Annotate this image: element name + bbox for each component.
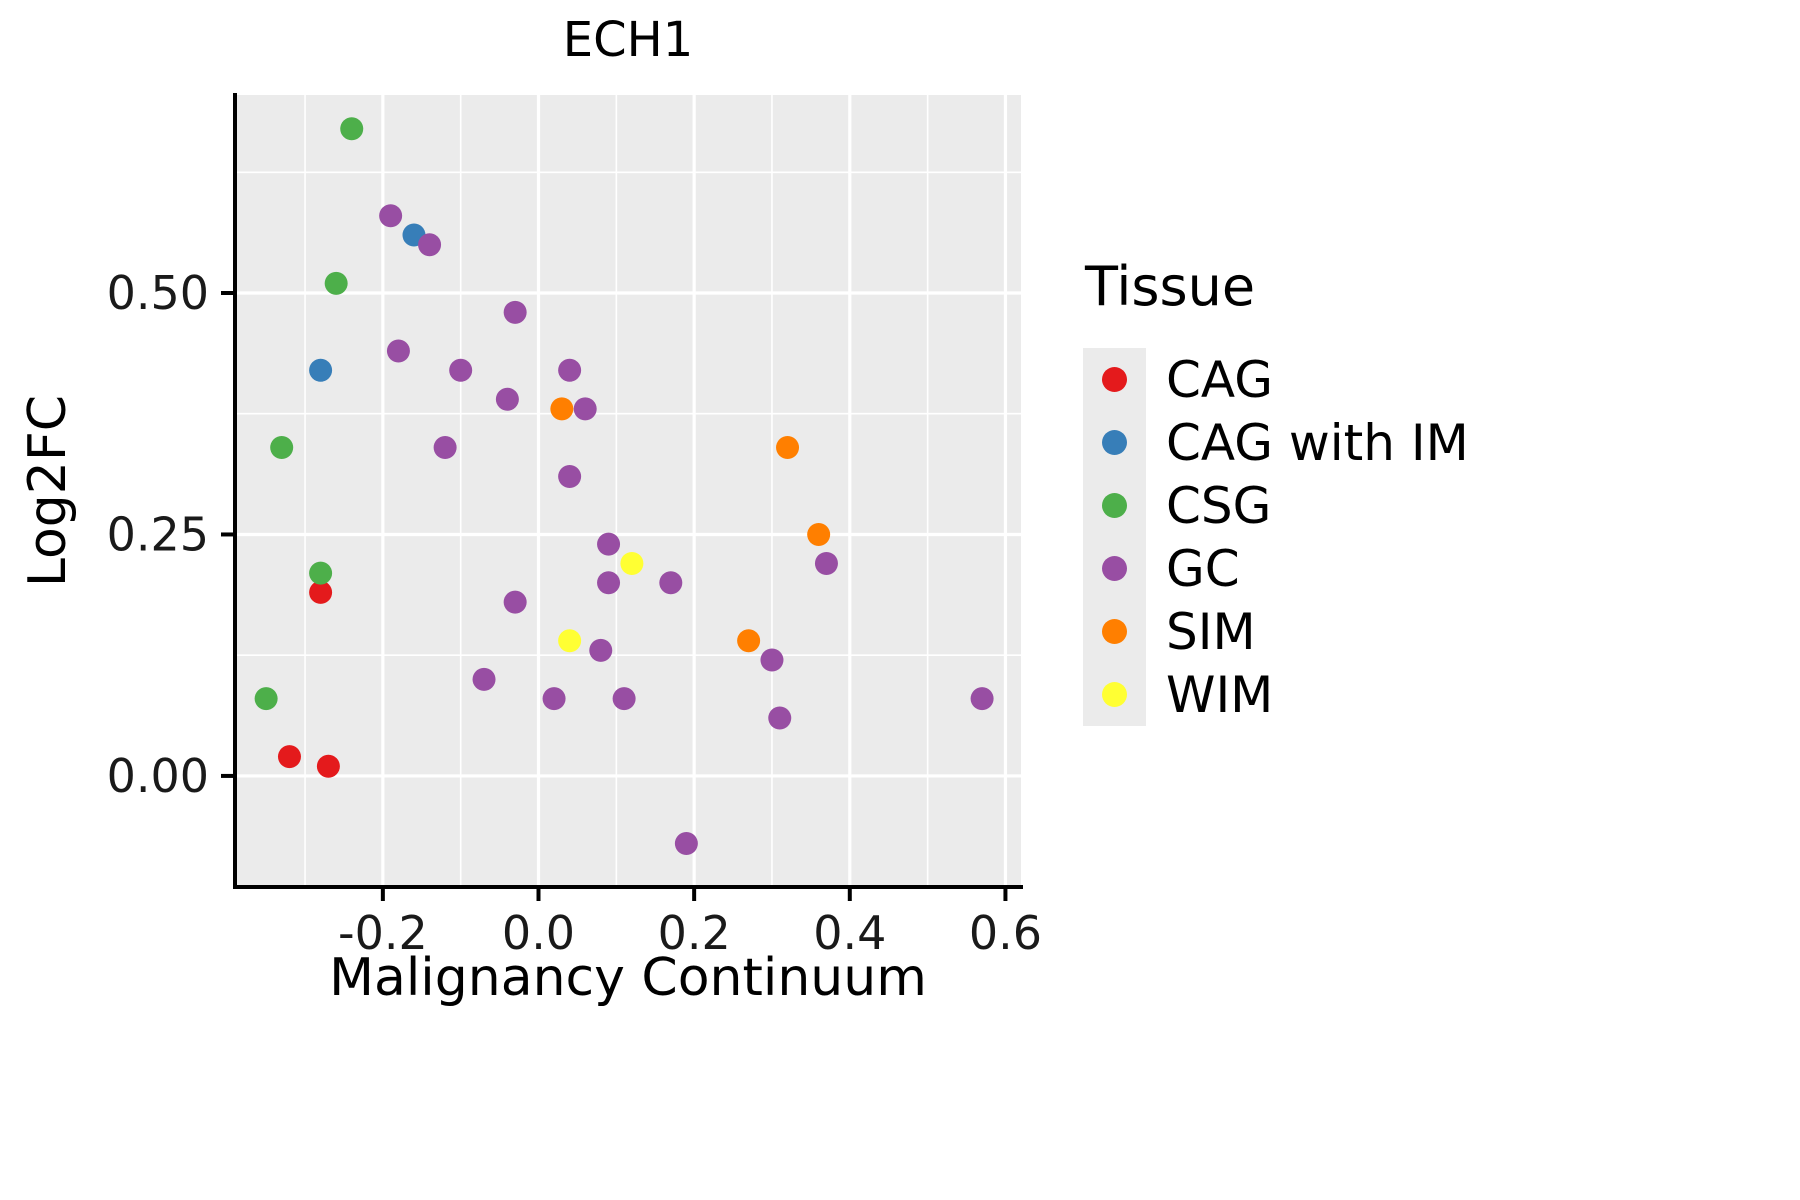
legend-item-sim: SIM: [1083, 600, 1469, 663]
x-axis-label: Malignancy Continuum: [329, 948, 927, 1008]
data-point-cag-with-im: [309, 358, 333, 382]
y-tick-label: 0.00: [107, 749, 209, 803]
x-tick-label: 0.0: [502, 906, 575, 960]
legend-dot-icon: [1102, 682, 1127, 707]
data-point-gc: [573, 397, 597, 421]
legend-items: CAG CAG with IM CSG GC SIM WIM: [1083, 348, 1469, 726]
y-tick-label: 0.50: [107, 266, 209, 320]
data-point-csg: [309, 561, 333, 585]
data-point-gc: [597, 532, 621, 556]
data-point-gc: [503, 300, 527, 324]
data-point-csg: [254, 687, 278, 711]
x-tick-label: 0.2: [658, 906, 731, 960]
data-point-gc: [589, 638, 613, 662]
legend-item-cag: CAG: [1083, 348, 1469, 411]
data-point-csg: [340, 117, 364, 141]
data-point-gc: [558, 465, 582, 489]
data-point-cag: [309, 580, 333, 604]
data-point-gc: [814, 551, 838, 575]
legend-item-cag-with-im: CAG with IM: [1083, 411, 1469, 474]
legend-key-cag: [1083, 348, 1146, 411]
legend-item-wim: WIM: [1083, 663, 1469, 726]
y-tick-label: 0.25: [107, 507, 209, 561]
plot-panel: [235, 95, 1021, 887]
data-point-gc: [674, 832, 698, 856]
data-point-gc: [542, 687, 566, 711]
legend-label-sim: SIM: [1166, 602, 1256, 661]
legend-dot-icon: [1102, 367, 1127, 392]
data-point-gc: [418, 233, 442, 257]
chart-title: ECH1: [562, 12, 694, 68]
data-point-gc: [659, 571, 683, 595]
legend-key-gc: [1083, 537, 1146, 600]
data-point-gc: [433, 436, 457, 460]
data-point-cag: [316, 754, 340, 778]
data-point-wim: [620, 551, 644, 575]
legend-dot-icon: [1102, 430, 1127, 455]
x-tick-label: 0.6: [969, 906, 1042, 960]
data-point-gc: [472, 667, 496, 691]
data-point-wim: [558, 629, 582, 653]
data-point-gc: [760, 648, 784, 672]
legend-key-csg: [1083, 474, 1146, 537]
data-point-sim: [807, 522, 831, 546]
legend-item-csg: CSG: [1083, 474, 1469, 537]
legend-dot-icon: [1102, 556, 1127, 581]
legend-label-wim: WIM: [1166, 665, 1274, 724]
data-point-sim: [776, 436, 800, 460]
legend: Tissue CAG CAG with IM CSG GC SIM WIM: [1083, 255, 1469, 726]
data-point-cag: [277, 745, 301, 769]
legend-dot-icon: [1102, 619, 1127, 644]
y-axis-label: Log2FC: [18, 394, 78, 588]
x-tick-label: -0.2: [338, 906, 428, 960]
data-point-gc: [612, 687, 636, 711]
data-point-gc: [495, 387, 519, 411]
data-point-gc: [386, 339, 410, 363]
data-point-gc: [379, 204, 403, 228]
legend-label-cag-with-im: CAG with IM: [1166, 413, 1469, 472]
data-point-sim: [737, 629, 761, 653]
data-point-sim: [550, 397, 574, 421]
data-point-gc: [597, 571, 621, 595]
data-point-gc: [449, 358, 473, 382]
legend-key-sim: [1083, 600, 1146, 663]
x-tick-label: 0.4: [813, 906, 886, 960]
legend-label-cag: CAG: [1166, 350, 1273, 409]
legend-title: Tissue: [1085, 255, 1256, 318]
data-point-csg: [324, 271, 348, 295]
data-point-gc: [768, 706, 792, 730]
legend-key-cag-with-im: [1083, 411, 1146, 474]
legend-label-csg: CSG: [1166, 476, 1272, 535]
data-point-gc: [970, 687, 994, 711]
legend-label-gc: GC: [1166, 539, 1240, 598]
legend-item-gc: GC: [1083, 537, 1469, 600]
data-point-gc: [503, 590, 527, 614]
legend-dot-icon: [1102, 493, 1127, 518]
data-point-csg: [270, 436, 294, 460]
legend-key-wim: [1083, 663, 1146, 726]
data-point-gc: [558, 358, 582, 382]
